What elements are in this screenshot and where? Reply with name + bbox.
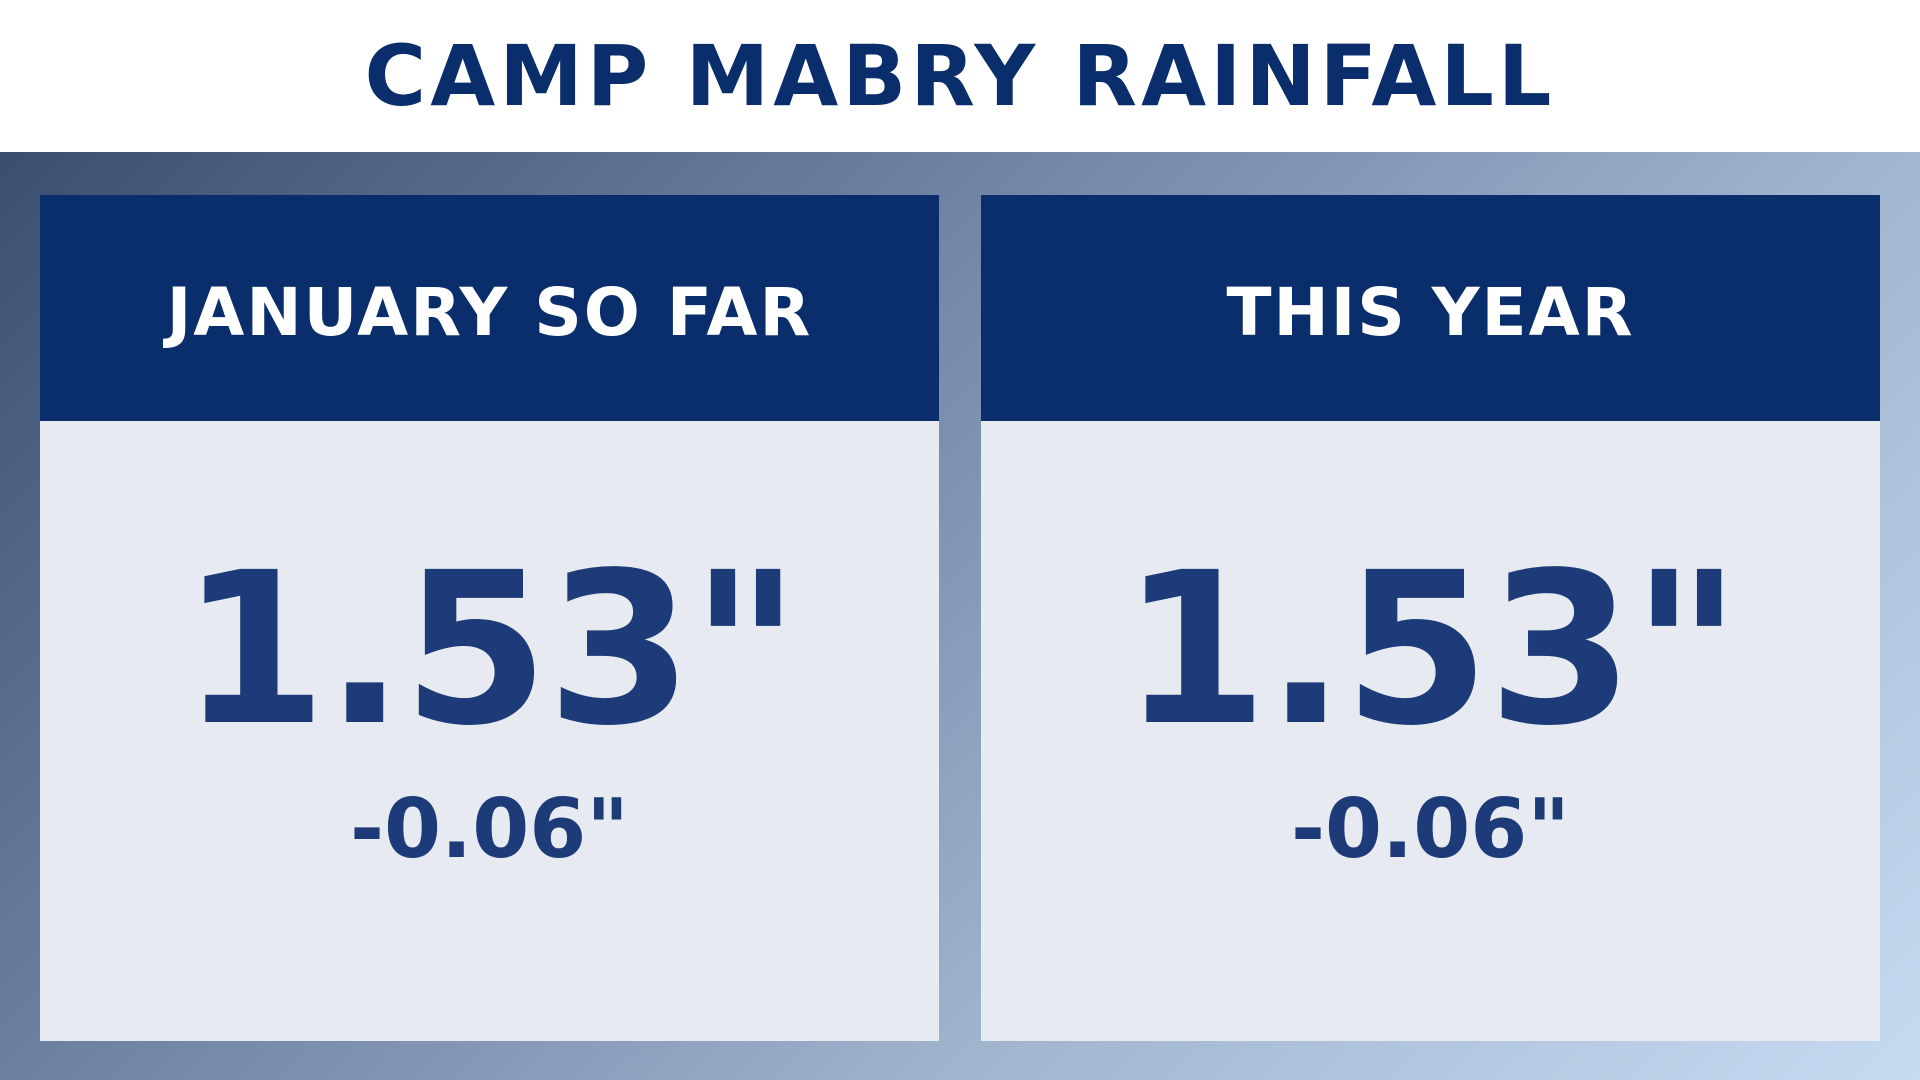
title-bar: CAMP MABRY RAINFALL bbox=[0, 0, 1920, 152]
panel-header-label: THIS YEAR bbox=[1226, 273, 1635, 351]
rainfall-departure: -0.06" bbox=[349, 782, 630, 877]
page-title: CAMP MABRY RAINFALL bbox=[364, 27, 1556, 125]
panel-header: JANUARY SO FAR bbox=[40, 195, 939, 421]
panel-header-label: JANUARY SO FAR bbox=[166, 273, 813, 351]
graphic-frame: JANUARY SO FAR 1.53" -0.06" THIS YEAR 1.… bbox=[0, 152, 1920, 1080]
rainfall-total: 1.53" bbox=[1121, 527, 1742, 772]
panel-this-year: THIS YEAR 1.53" -0.06" bbox=[981, 195, 1880, 1041]
rainfall-departure: -0.06" bbox=[1290, 782, 1571, 877]
panel-header: THIS YEAR bbox=[981, 195, 1880, 421]
panel-january-so-far: JANUARY SO FAR 1.53" -0.06" bbox=[40, 195, 939, 1041]
rainfall-total: 1.53" bbox=[180, 527, 801, 772]
